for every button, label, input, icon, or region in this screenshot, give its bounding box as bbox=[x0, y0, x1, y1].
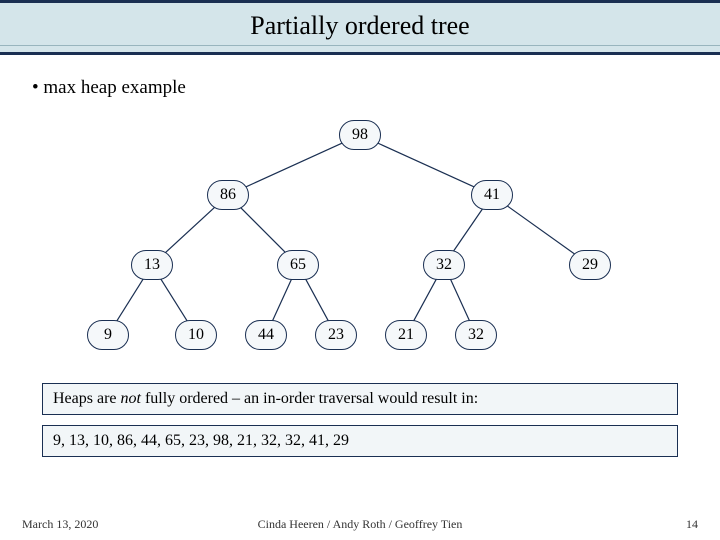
tree-node: 44 bbox=[245, 320, 287, 350]
bullet-text: max heap example bbox=[32, 77, 720, 99]
title-band: Partially ordered tree bbox=[0, 0, 720, 55]
tree-node: 29 bbox=[569, 250, 611, 280]
tree-node: 10 bbox=[175, 320, 217, 350]
note-sequence: 9, 13, 10, 86, 44, 65, 23, 98, 21, 32, 3… bbox=[42, 425, 678, 457]
footer: March 13, 2020 Cinda Heeren / Andy Roth … bbox=[0, 517, 720, 532]
tree-node: 9 bbox=[87, 320, 129, 350]
heap-tree-diagram: 98 86 41 13 65 32 29 9 10 44 23 21 32 bbox=[0, 107, 720, 377]
tree-node: 32 bbox=[455, 320, 497, 350]
tree-node: 32 bbox=[423, 250, 465, 280]
tree-node: 23 bbox=[315, 320, 357, 350]
tree-node: 41 bbox=[471, 180, 513, 210]
tree-node: 13 bbox=[131, 250, 173, 280]
note1-post: fully ordered – an in-order traversal wo… bbox=[141, 390, 478, 407]
footer-authors: Cinda Heeren / Andy Roth / Geoffrey Tien bbox=[258, 517, 463, 532]
tree-node: 21 bbox=[385, 320, 427, 350]
tree-node: 98 bbox=[339, 120, 381, 150]
footer-date: March 13, 2020 bbox=[22, 517, 98, 532]
footer-page-number: 14 bbox=[686, 517, 698, 532]
note1-em: not bbox=[121, 390, 141, 407]
page-title: Partially ordered tree bbox=[0, 11, 720, 41]
note-traversal: Heaps are not fully ordered – an in-orde… bbox=[42, 383, 678, 415]
note1-pre: Heaps are bbox=[53, 390, 121, 407]
tree-node: 86 bbox=[207, 180, 249, 210]
tree-node: 65 bbox=[277, 250, 319, 280]
